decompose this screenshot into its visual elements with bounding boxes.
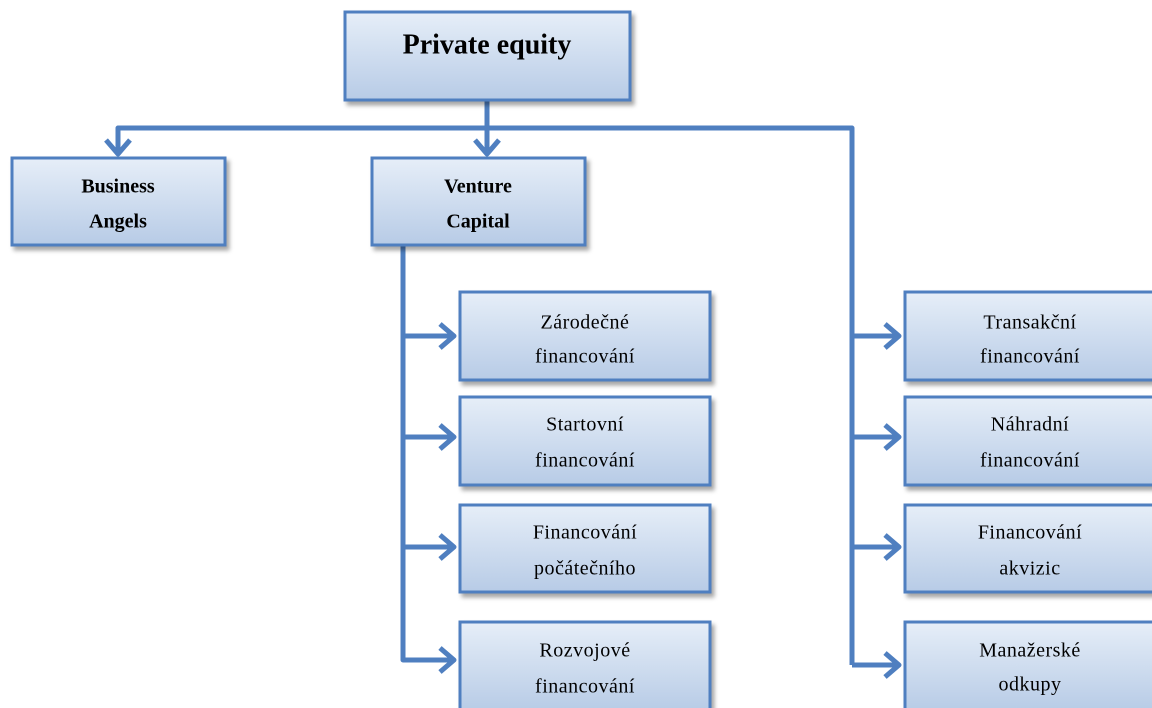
node-box [10,156,227,247]
arrowhead [473,138,501,157]
arrowhead [883,533,902,561]
node-box [903,620,1152,708]
node-label: Startovní [546,414,624,436]
node-label: počátečního [534,558,636,580]
node-label: financování [535,676,635,698]
arrowhead [438,322,457,350]
arrowhead [438,423,457,451]
connectors [104,100,902,679]
node-label: financování [980,450,1080,472]
node-box [903,290,1152,382]
arrowhead [438,646,457,674]
node-label: odkupy [999,674,1062,696]
node-label: Private equity [403,29,572,60]
node-box [370,156,587,247]
node-label: Business [81,176,155,198]
node-label: Manažerské [979,640,1081,662]
node-label: Zárodečné [541,312,630,334]
node-label: Venture [444,176,512,198]
arrowhead [883,651,902,679]
node-box [458,290,712,382]
node-label: Angels [89,211,147,233]
arrowhead [883,423,902,451]
node-label: Rozvojové [539,640,630,662]
node-label: Náhradní [991,414,1069,436]
node-label: financování [535,450,635,472]
node-box [903,503,1152,594]
node-box [343,10,632,102]
connector [400,245,455,663]
node-box [458,395,712,487]
node-label: akvizic [999,558,1060,580]
arrowhead [104,138,132,157]
node-box [458,503,712,594]
node-label: Financování [533,522,637,544]
node-box [903,395,1152,487]
node-label: Transakční [983,312,1076,334]
node-box [458,620,712,708]
node-label: Financování [978,522,1082,544]
node-label: financování [980,346,1080,368]
arrowhead [883,322,902,350]
node-label: Capital [446,211,510,233]
arrowhead [438,533,457,561]
node-label: financování [535,346,635,368]
